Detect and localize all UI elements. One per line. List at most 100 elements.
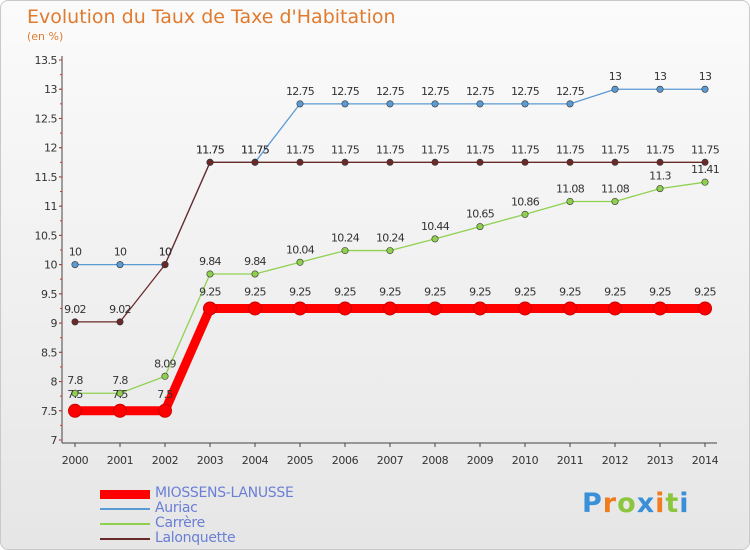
data-label-carr-re: 11.08 — [556, 182, 585, 195]
data-point-auriac — [116, 261, 124, 269]
data-point-miossens-lanusse — [473, 301, 487, 316]
data-label-lalonquette: 11.75 — [331, 143, 360, 156]
x-tick-label: 2006 — [332, 454, 359, 467]
data-label-auriac: 13 — [699, 70, 712, 83]
data-label-lalonquette: 9.02 — [109, 303, 131, 316]
data-point-lalonquette — [656, 158, 664, 166]
data-point-lalonquette — [116, 318, 124, 326]
data-label-lalonquette: 11.75 — [601, 143, 630, 156]
data-label-auriac: 11.75 — [241, 143, 270, 156]
y-tick-label: 7 — [51, 434, 58, 447]
data-point-auriac — [476, 100, 484, 108]
y-tick-label: 10 — [44, 259, 57, 272]
chart-title: Evolution du Taux de Taxe d'Habitation — [27, 6, 396, 28]
data-point-auriac — [656, 85, 664, 93]
legend-swatch-auriac — [100, 508, 150, 510]
data-label-carr-re: 11.3 — [649, 170, 671, 183]
data-label-carr-re: 10.24 — [376, 232, 405, 245]
data-label-carr-re: 10.86 — [511, 195, 540, 208]
data-label-auriac: 12.75 — [556, 85, 585, 98]
data-point-miossens-lanusse — [113, 403, 127, 418]
y-tick-label: 9.5 — [41, 288, 57, 301]
data-point-auriac — [71, 261, 79, 269]
data-label-miossens-lanusse: 7.5 — [112, 388, 128, 401]
data-point-carr-re — [161, 372, 169, 380]
data-label-miossens-lanusse: 9.25 — [379, 285, 401, 298]
data-point-auriac — [701, 85, 709, 93]
x-tick-label: 2011 — [557, 454, 583, 467]
data-point-auriac — [566, 100, 574, 108]
x-tick-label: 2001 — [107, 454, 133, 467]
legend-item-lalonquette: Lalonquette — [100, 530, 360, 546]
data-point-auriac — [521, 100, 529, 108]
logo-letter: t — [665, 488, 680, 519]
y-tick-label: 8 — [51, 376, 58, 389]
legend-label-lalonquette: Lalonquette — [155, 530, 236, 546]
chart-legend: MIOSSENS-LANUSSE Auriac Carrère Lalonquette — [100, 485, 360, 546]
data-label-carr-re: 10.44 — [421, 220, 450, 233]
data-label-lalonquette: 11.75 — [241, 143, 270, 156]
data-label-lalonquette: 11.75 — [466, 143, 495, 156]
data-point-lalonquette — [251, 158, 259, 166]
data-label-miossens-lanusse: 9.25 — [244, 285, 266, 298]
x-tick-label: 2003 — [197, 454, 224, 467]
legend-label-carr-re: Carrère — [155, 515, 205, 531]
data-label-auriac: 10 — [114, 246, 127, 259]
chart-subtitle: (en %) — [27, 30, 64, 43]
x-tick-label: 2012 — [602, 454, 628, 467]
logo-letter: P — [582, 488, 603, 519]
data-point-lalonquette — [161, 261, 169, 269]
x-tick-label: 2008 — [422, 454, 449, 467]
data-label-auriac: 12.75 — [331, 85, 360, 98]
y-tick-label: 10.5 — [35, 229, 58, 242]
data-point-carr-re — [566, 197, 574, 205]
data-label-miossens-lanusse: 9.25 — [514, 285, 536, 298]
data-point-miossens-lanusse — [293, 301, 307, 316]
y-tick-label: 13 — [44, 83, 57, 96]
legend-swatch-miossens-lanusse — [100, 490, 150, 499]
data-point-carr-re — [341, 247, 349, 255]
logo-letter: x — [636, 488, 656, 519]
data-label-carr-re: 11.41 — [691, 163, 719, 176]
logo-letter: o — [617, 488, 637, 519]
data-point-carr-re — [116, 389, 124, 397]
y-tick-label: 11.5 — [35, 171, 58, 184]
data-point-carr-re — [206, 270, 214, 278]
data-label-lalonquette: 9.02 — [64, 303, 86, 316]
data-label-miossens-lanusse: 9.25 — [424, 285, 446, 298]
data-label-carr-re: 7.8 — [112, 374, 128, 387]
data-label-auriac: 13 — [654, 70, 667, 83]
data-point-miossens-lanusse — [68, 403, 82, 418]
data-point-auriac — [431, 100, 439, 108]
data-label-miossens-lanusse: 9.25 — [289, 285, 311, 298]
data-label-auriac: 11.75 — [196, 143, 225, 156]
y-tick-label: 7.5 — [41, 405, 57, 418]
proxiti-logo: Proxiti — [582, 488, 690, 519]
logo-letter: i — [679, 488, 690, 519]
data-label-miossens-lanusse: 7.5 — [157, 388, 173, 401]
data-label-miossens-lanusse: 9.25 — [334, 285, 356, 298]
data-point-miossens-lanusse — [653, 301, 667, 316]
data-point-miossens-lanusse — [428, 301, 442, 316]
legend-item-carr-re: Carrère — [100, 515, 360, 531]
data-label-carr-re: 11.08 — [601, 182, 630, 195]
data-label-lalonquette: 11.75 — [511, 143, 540, 156]
data-point-carr-re — [521, 210, 529, 218]
y-tick-label: 11 — [44, 200, 57, 213]
x-tick-label: 2014 — [692, 454, 719, 467]
data-label-carr-re: 10.65 — [466, 208, 495, 221]
data-point-auriac — [341, 100, 349, 108]
data-point-carr-re — [251, 270, 259, 278]
data-point-lalonquette — [71, 318, 79, 326]
data-point-miossens-lanusse — [563, 301, 577, 316]
legend-swatch-lalonquette — [100, 538, 150, 540]
data-label-lalonquette: 10 — [159, 246, 172, 259]
data-point-lalonquette — [521, 158, 529, 166]
data-label-carr-re: 10.24 — [331, 232, 360, 245]
data-label-lalonquette: 11.75 — [421, 143, 450, 156]
data-point-lalonquette — [206, 158, 214, 166]
data-label-miossens-lanusse: 7.5 — [67, 388, 83, 401]
data-label-lalonquette: 11.75 — [196, 143, 225, 156]
y-tick-label: 13.5 — [35, 54, 58, 67]
